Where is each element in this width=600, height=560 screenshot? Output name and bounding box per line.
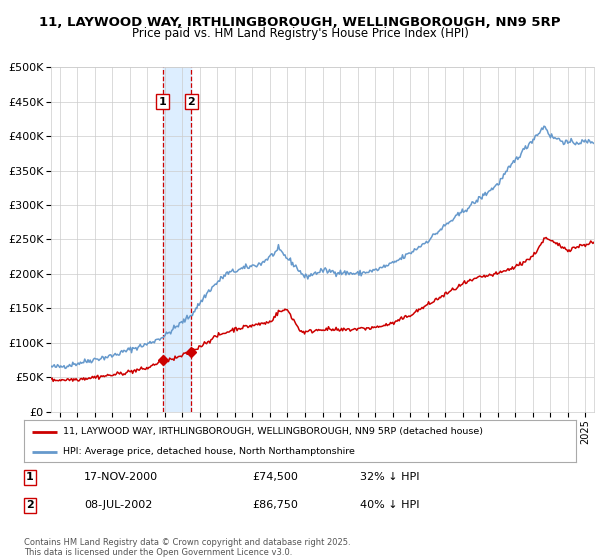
Bar bbox=[163, 67, 191, 412]
Text: 1: 1 bbox=[26, 472, 34, 482]
Text: HPI: Average price, detached house, North Northamptonshire: HPI: Average price, detached house, Nort… bbox=[62, 447, 355, 456]
Text: Contains HM Land Registry data © Crown copyright and database right 2025.
This d: Contains HM Land Registry data © Crown c… bbox=[24, 538, 350, 557]
Text: 1: 1 bbox=[159, 97, 167, 106]
Text: 40% ↓ HPI: 40% ↓ HPI bbox=[360, 500, 419, 510]
Text: 2: 2 bbox=[26, 500, 34, 510]
Text: £74,500: £74,500 bbox=[252, 472, 298, 482]
Text: 11, LAYWOOD WAY, IRTHLINGBOROUGH, WELLINGBOROUGH, NN9 5RP (detached house): 11, LAYWOOD WAY, IRTHLINGBOROUGH, WELLIN… bbox=[62, 427, 482, 436]
Text: £86,750: £86,750 bbox=[252, 500, 298, 510]
Text: 17-NOV-2000: 17-NOV-2000 bbox=[84, 472, 158, 482]
Text: Price paid vs. HM Land Registry's House Price Index (HPI): Price paid vs. HM Land Registry's House … bbox=[131, 27, 469, 40]
Text: 11, LAYWOOD WAY, IRTHLINGBOROUGH, WELLINGBOROUGH, NN9 5RP: 11, LAYWOOD WAY, IRTHLINGBOROUGH, WELLIN… bbox=[39, 16, 561, 29]
Text: 32% ↓ HPI: 32% ↓ HPI bbox=[360, 472, 419, 482]
Text: 08-JUL-2002: 08-JUL-2002 bbox=[84, 500, 152, 510]
Text: 2: 2 bbox=[188, 97, 196, 106]
